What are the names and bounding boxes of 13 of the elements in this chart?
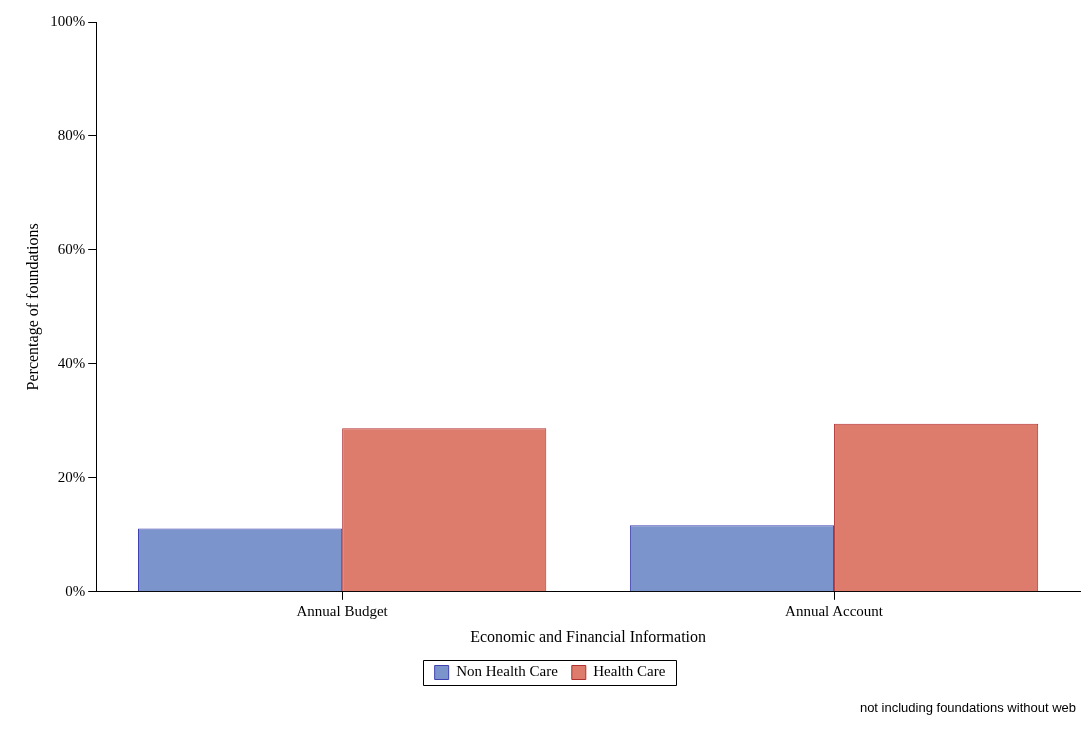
y-tick-label: 0% — [65, 582, 86, 599]
y-tick-label: 60% — [57, 240, 86, 257]
y-tick-label: 40% — [57, 354, 86, 371]
text: not including foundations without web — [859, 700, 1076, 715]
x-axis-title: Economic and Financial Information — [470, 627, 707, 645]
y-tick-label: 100% — [50, 12, 86, 29]
y-axis-title: Percentage of foundations — [23, 223, 42, 391]
x-tick-label: Annual Account — [785, 602, 884, 619]
x-tick-label: Annual Budget — [296, 602, 389, 619]
legend-label: Non Health Care — [456, 663, 559, 680]
y-tick-label: 80% — [57, 126, 86, 143]
legend-label: Health Care — [593, 663, 666, 680]
y-tick-label: 20% — [57, 468, 86, 485]
